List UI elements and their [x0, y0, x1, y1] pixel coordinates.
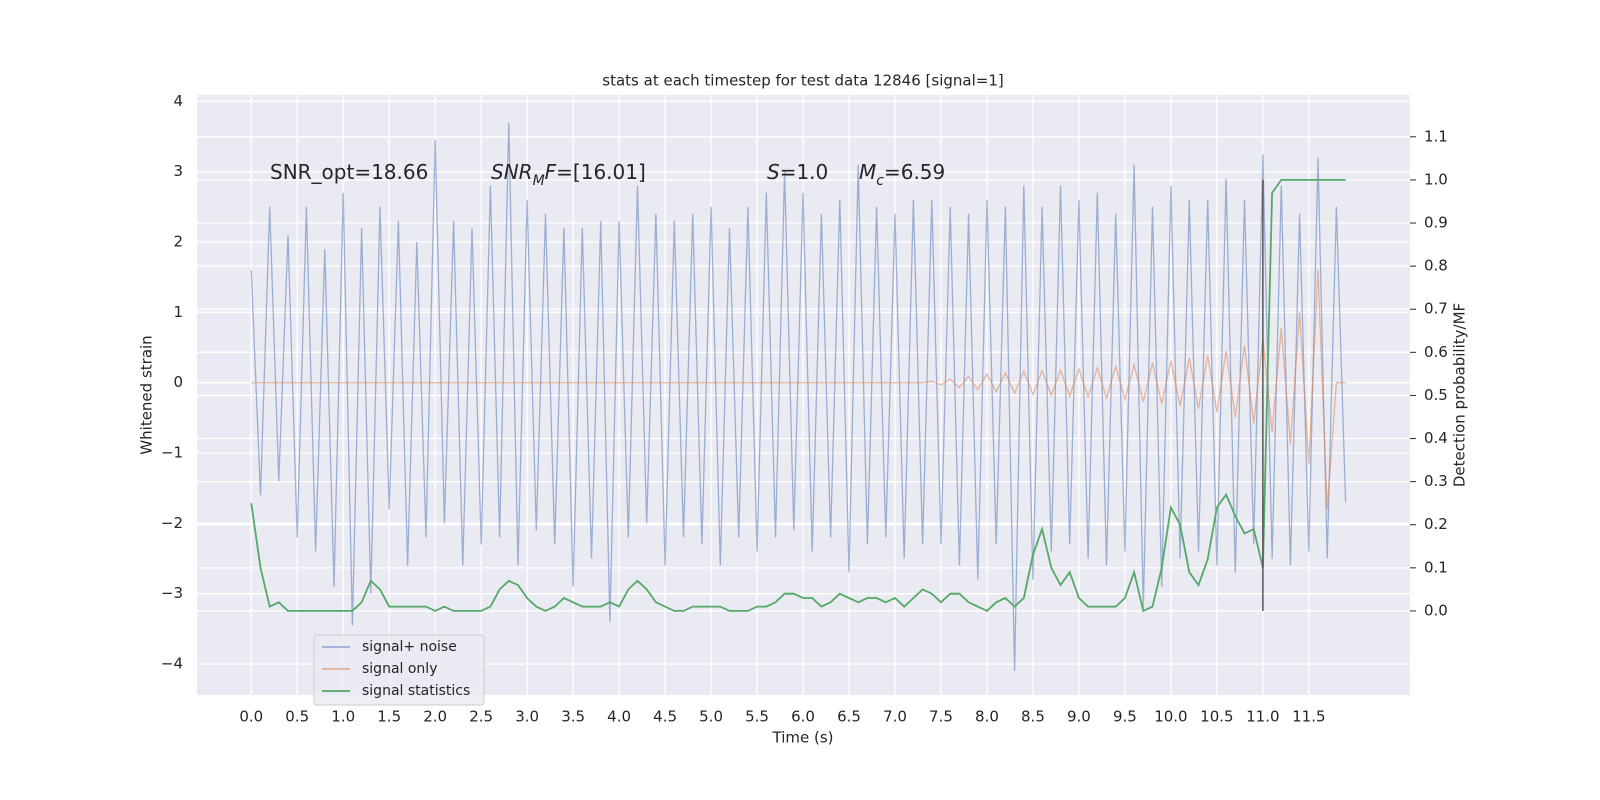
- x-tick-label: 2.0: [423, 708, 447, 726]
- annotation-part: SNR_opt=18.66: [270, 160, 428, 184]
- y2-tick-label: 0.6: [1424, 343, 1448, 361]
- y-tick-label: 2: [173, 233, 183, 251]
- annotation-part: F: [545, 160, 557, 184]
- y2-tick-label: 1.0: [1424, 170, 1448, 188]
- annotation-part: SNR: [491, 160, 533, 184]
- x-tick-label: 7.5: [929, 708, 953, 726]
- y2-tick-label: 0.8: [1424, 257, 1448, 275]
- chart-title: stats at each timestep for test data 128…: [602, 72, 1003, 90]
- annotation-part: =[16.01]: [556, 160, 646, 184]
- annotation-part: =6.59: [884, 160, 945, 184]
- x-tick-label: 9.0: [1067, 708, 1091, 726]
- y-tick-label: 1: [173, 303, 183, 321]
- x-tick-label: 3.0: [515, 708, 539, 726]
- y-tick-label: 4: [173, 92, 183, 110]
- x-tick-label: 8.5: [1021, 708, 1045, 726]
- series-line: [250, 179, 1346, 613]
- legend-box: [313, 634, 485, 706]
- x-tick-label: 7.0: [883, 708, 907, 726]
- annotation: SNRMF=[16.01]: [491, 160, 646, 190]
- y2-axis-label: Detection probability/MF: [1451, 303, 1469, 487]
- annotation-part: M: [533, 173, 545, 189]
- series-line: [250, 122, 1347, 672]
- annotation-part: c: [876, 173, 884, 189]
- y2-tick-label: 0.2: [1424, 515, 1448, 533]
- y-tick-label: −1: [161, 444, 183, 462]
- x-tick-label: 5.5: [745, 708, 769, 726]
- y2-tick-label: 0.0: [1424, 601, 1448, 619]
- y-axis-label: Whitened strain: [138, 335, 156, 454]
- y-tick-label: −4: [161, 655, 183, 673]
- y2-tick-label: 1.1: [1424, 127, 1448, 145]
- x-tick-label: 1.5: [377, 708, 401, 726]
- x-tick-label: 0.5: [285, 708, 309, 726]
- x-tick-label: 1.0: [331, 708, 355, 726]
- legend-label: signal statistics: [362, 683, 470, 699]
- x-tick-label: 0.0: [239, 708, 263, 726]
- x-tick-label: 4.5: [653, 708, 677, 726]
- y2-tick-label: 0.3: [1424, 472, 1448, 490]
- y2-tick-label: 0.9: [1424, 214, 1448, 232]
- annotation-part: S: [767, 160, 780, 184]
- y2-tick-label: 0.1: [1424, 558, 1448, 576]
- y2-tick-label: 0.7: [1424, 300, 1448, 318]
- legend-label: signal+ noise: [362, 639, 457, 655]
- x-tick-label: 6.0: [791, 708, 815, 726]
- y-tick-label: 0: [173, 373, 183, 391]
- x-tick-label: 11.0: [1246, 708, 1279, 726]
- y-tick-label: −3: [161, 584, 183, 602]
- x-tick-label: 2.5: [469, 708, 493, 726]
- annotation: Mc=6.59: [859, 160, 945, 190]
- x-tick-label: 3.5: [561, 708, 585, 726]
- annotation-part: M: [859, 160, 876, 184]
- x-tick-label: 8.0: [975, 708, 999, 726]
- x-tick-label: 9.5: [1113, 708, 1137, 726]
- series-line: [251, 270, 1346, 510]
- y2-tick-label: 0.5: [1424, 386, 1448, 404]
- y2-tick-label: 0.4: [1424, 429, 1448, 447]
- x-tick-label: 5.0: [699, 708, 723, 726]
- x-tick-label: 6.5: [837, 708, 861, 726]
- annotation: S=1.0: [767, 160, 828, 184]
- y-tick-label: 3: [173, 162, 183, 180]
- annotation-part: =1.0: [780, 160, 829, 184]
- x-tick-label: 4.0: [607, 708, 631, 726]
- annotation: SNR_opt=18.66: [270, 160, 428, 184]
- x-tick-label: 10.0: [1154, 708, 1187, 726]
- x-tick-label: 11.5: [1292, 708, 1325, 726]
- x-axis-label: Time (s): [772, 729, 834, 747]
- x-tick-label: 10.5: [1200, 708, 1233, 726]
- legend-label: signal only: [362, 661, 437, 677]
- y-tick-label: −2: [161, 514, 183, 532]
